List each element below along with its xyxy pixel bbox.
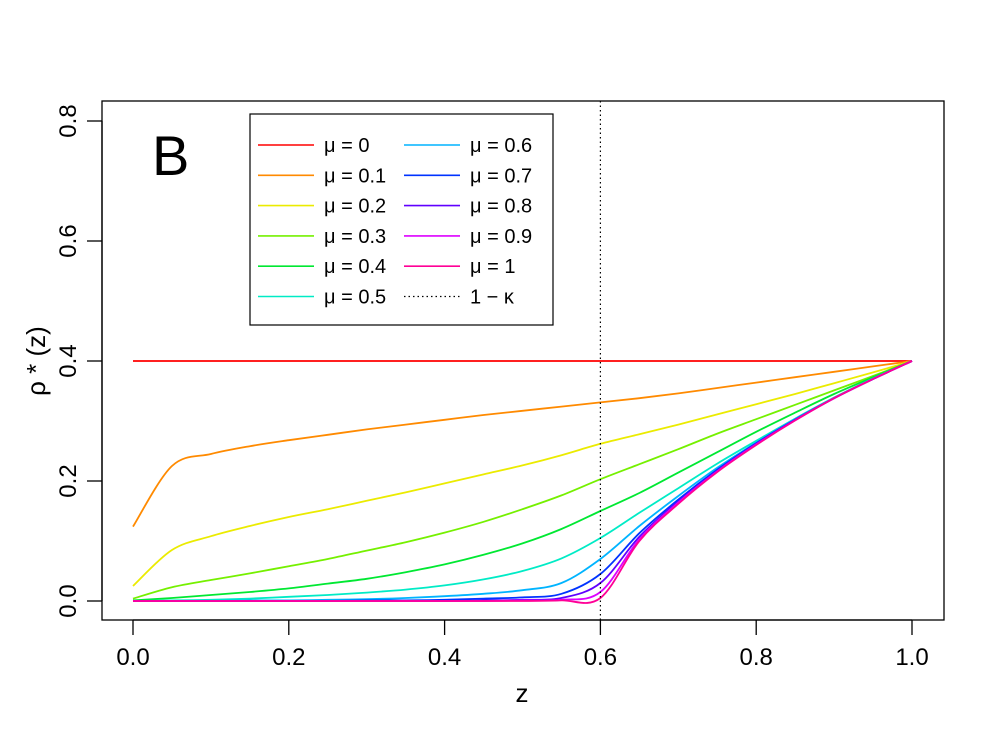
series-line-3 (132, 360, 913, 600)
series-line-9 (133, 360, 913, 602)
series-line-4 (132, 360, 913, 602)
series-line-10 (133, 360, 913, 604)
legend-label: μ = 0.2 (324, 196, 386, 218)
x-axis-title: z (516, 678, 529, 708)
x-tick-label: 0.4 (428, 644, 461, 671)
legend-label: μ = 0.9 (470, 226, 532, 248)
series-line-1 (132, 360, 913, 528)
x-tick-label: 0.8 (740, 644, 773, 671)
x-tick-label: 0.2 (272, 644, 305, 671)
legend-label: μ = 0.4 (324, 256, 386, 278)
legend-label: μ = 0.1 (324, 165, 386, 187)
series-line-5 (132, 360, 913, 602)
x-tick-label: 1.0 (895, 644, 928, 671)
legend-label: μ = 0.7 (470, 165, 532, 187)
panel-label: B (152, 124, 189, 187)
y-axis-title: ρ * (z) (21, 326, 51, 396)
legend-label: μ = 0.3 (324, 226, 386, 248)
series-line-8 (133, 360, 913, 602)
legend-box (249, 113, 554, 326)
legend-label: μ = 0.5 (324, 287, 386, 309)
legend-label: μ = 0.8 (470, 196, 532, 218)
x-tick-label: 0.6 (584, 644, 617, 671)
y-tick-label: 0.6 (55, 224, 82, 257)
y-tick-label: 0.2 (55, 464, 82, 497)
legend-label: μ = 0 (324, 135, 369, 157)
series-line-2 (132, 360, 913, 587)
y-tick-label: 0.4 (55, 344, 82, 377)
y-axis: 0.0 0.2 0.4 0.6 0.8 (55, 104, 103, 618)
legend-label: 1 − κ (470, 287, 515, 309)
x-axis: 0.0 0.2 0.4 0.6 0.8 1.0 (116, 619, 929, 671)
series-layer (132, 360, 913, 604)
legend-label: μ = 1 (470, 256, 515, 278)
legend: μ = 0 μ = 0.1 μ = 0.2 μ = 0.3 μ = 0.4 μ = 0.5… (249, 113, 554, 326)
series-line-7 (133, 360, 913, 602)
y-tick-label: 0.0 (55, 584, 82, 617)
y-tick-label: 0.8 (55, 104, 82, 137)
x-tick-label: 0.0 (116, 644, 149, 671)
legend-label: μ = 0.6 (470, 135, 532, 157)
series-line-6 (133, 360, 913, 602)
